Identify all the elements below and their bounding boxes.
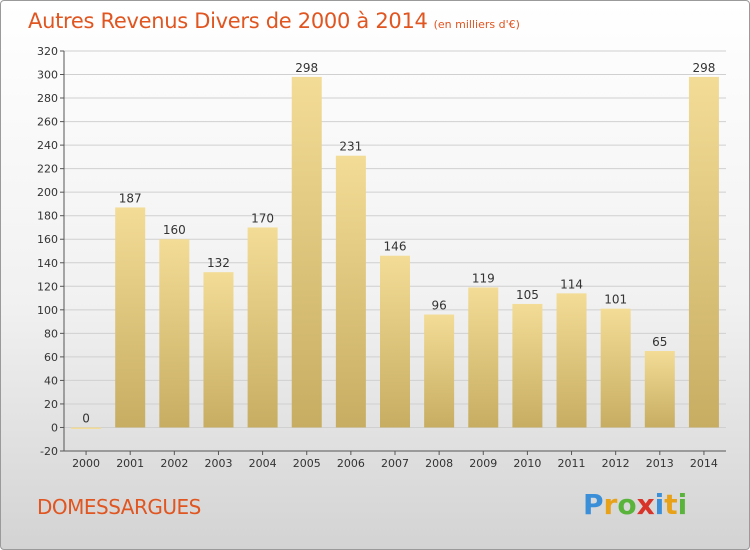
bar — [644, 351, 675, 428]
bar — [115, 207, 146, 428]
x-tick-label: 2001 — [116, 457, 144, 470]
chart-title: Autres Revenus Divers de 2000 à 2014 (en … — [28, 9, 520, 33]
y-tick-label: 80 — [44, 327, 58, 340]
data-label: 231 — [339, 140, 362, 154]
y-tick-label: 180 — [37, 210, 58, 223]
y-tick-label: 60 — [44, 351, 58, 364]
x-tick-label: 2007 — [381, 457, 409, 470]
bar — [335, 155, 366, 428]
data-label: 132 — [207, 256, 230, 270]
y-tick-label: 320 — [37, 45, 58, 58]
x-tick-label: 2011 — [558, 457, 586, 470]
labels: -20 0 20 40 60 80 100 120 140 160 180 200 220 240 260 2… — [37, 45, 718, 470]
data-label: 101 — [604, 293, 627, 307]
bar — [159, 239, 190, 428]
data-label: 105 — [516, 288, 539, 302]
bar — [468, 287, 499, 428]
data-label: 114 — [560, 277, 583, 291]
y-tick-label: 200 — [37, 186, 58, 199]
data-label: 298 — [692, 61, 715, 75]
logo-letter: i — [677, 488, 688, 521]
logo-letter: t — [664, 488, 678, 521]
y-tick-label: 280 — [37, 92, 58, 105]
data-label: 187 — [119, 191, 142, 205]
bar — [556, 293, 587, 428]
y-tick-label: 240 — [37, 139, 58, 152]
commune-name: DOMESSARGUES — [37, 495, 201, 519]
x-tick-label: 2002 — [160, 457, 188, 470]
axes — [60, 50, 726, 455]
data-label: 160 — [163, 223, 186, 237]
bar — [600, 308, 631, 428]
y-tick-label: -20 — [40, 445, 58, 458]
data-label: 146 — [384, 240, 407, 254]
bar — [380, 255, 410, 428]
x-tick-label: 2006 — [337, 457, 365, 470]
y-tick-label: 100 — [37, 304, 58, 317]
bar — [203, 272, 234, 428]
proxiti-logo: Proxiti — [583, 488, 687, 521]
data-label: 298 — [295, 61, 318, 75]
y-tick-label: 260 — [37, 116, 58, 129]
y-tick-label: 160 — [37, 233, 58, 246]
x-tick-label: 2005 — [293, 457, 321, 470]
title-text: Autres Revenus Divers de 2000 à 2014 — [28, 9, 428, 33]
y-tick-label: 40 — [44, 374, 58, 387]
bar — [688, 76, 719, 428]
x-tick-label: 2010 — [513, 457, 541, 470]
x-tick-label: 2000 — [72, 457, 100, 470]
y-tick-label: 20 — [44, 398, 58, 411]
x-tick-label: 2009 — [469, 457, 497, 470]
x-tick-label: 2003 — [204, 457, 232, 470]
x-tick-label: 2008 — [425, 457, 453, 470]
x-tick-label: 2013 — [646, 457, 674, 470]
data-label: 119 — [472, 271, 495, 285]
data-label: 96 — [431, 299, 446, 313]
logo-letter: x — [636, 488, 655, 521]
y-tick-label: 120 — [37, 280, 58, 293]
logo-letter: P — [583, 488, 604, 521]
data-label: 170 — [251, 211, 274, 225]
data-label: 65 — [652, 335, 667, 349]
x-tick-label: 2004 — [249, 457, 277, 470]
x-tick-label: 2012 — [602, 457, 630, 470]
y-tick-label: 140 — [37, 257, 58, 270]
bar — [71, 427, 102, 429]
y-tick-label: 220 — [37, 163, 58, 176]
bar — [247, 227, 278, 428]
y-tick-label: 300 — [37, 69, 58, 82]
x-tick-label: 2014 — [690, 457, 718, 470]
bar — [512, 303, 543, 428]
bar — [424, 314, 455, 428]
logo-letter: i — [654, 488, 665, 521]
bar — [291, 76, 322, 428]
data-label: 0 — [82, 411, 90, 425]
bars — [71, 76, 719, 429]
logo-letter: r — [603, 488, 618, 521]
y-tick-label: 0 — [51, 421, 58, 434]
logo-letter: o — [617, 488, 637, 521]
chart-subtitle: (en milliers d'€) — [433, 18, 520, 31]
